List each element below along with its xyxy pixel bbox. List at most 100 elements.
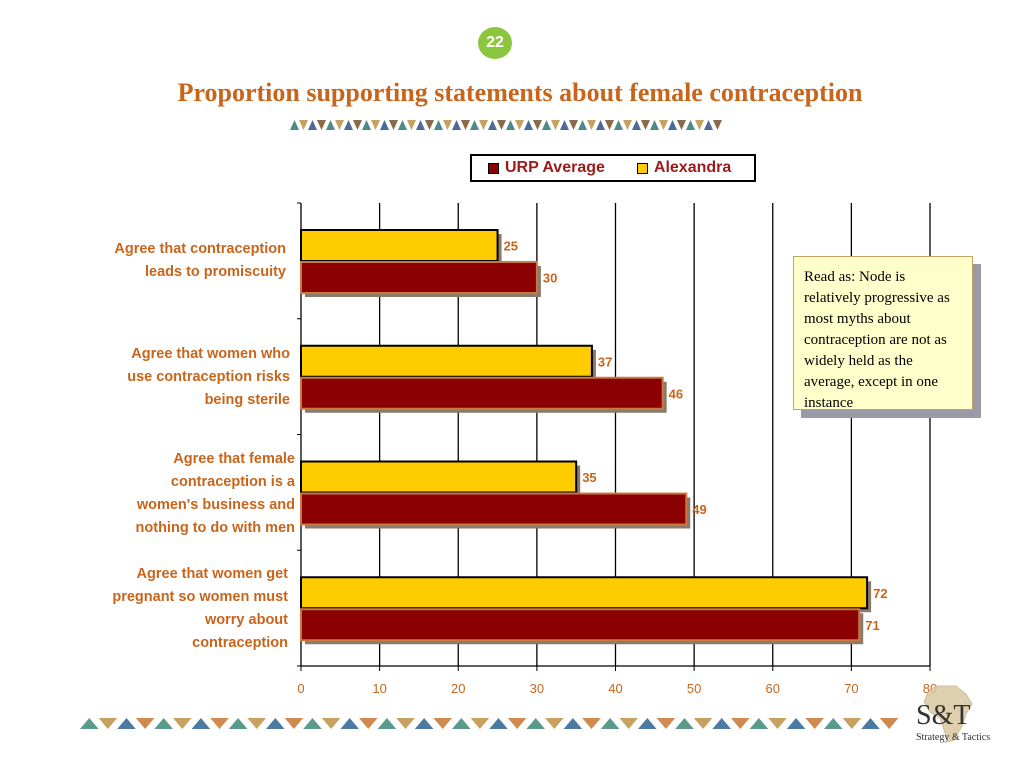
decor-triangle xyxy=(786,718,806,729)
decor-triangle xyxy=(515,120,524,130)
decor-triangle xyxy=(210,718,229,729)
decor-triangle xyxy=(414,718,434,729)
decor-triangle xyxy=(80,718,99,729)
decor-triangle xyxy=(632,120,641,130)
data-label-alexandra: 25 xyxy=(504,239,518,254)
decor-triangle xyxy=(266,718,285,729)
decor-triangle xyxy=(340,718,359,729)
decor-triangle xyxy=(656,718,676,729)
decor-triangle xyxy=(749,718,769,729)
data-label-urp: 46 xyxy=(669,386,683,401)
triangle-border-bottom xyxy=(80,718,899,729)
decor-triangle xyxy=(377,718,397,729)
decor-triangle xyxy=(117,718,136,729)
x-tick-label: 0 xyxy=(297,681,304,696)
decor-triangle xyxy=(605,120,614,130)
decor-triangle xyxy=(433,718,452,729)
legend-item-alexandra: Alexandra xyxy=(636,159,732,177)
decor-triangle xyxy=(497,120,506,130)
bar-urp xyxy=(300,608,861,642)
x-tick-label: 50 xyxy=(687,681,701,696)
decor-triangle xyxy=(284,718,304,729)
decor-triangle xyxy=(704,120,713,130)
decor-triangle xyxy=(569,120,578,130)
decor-triangle xyxy=(879,718,899,729)
decor-triangle xyxy=(596,120,605,130)
decor-triangle xyxy=(173,718,192,729)
decor-triangle xyxy=(98,718,118,729)
bar-urp xyxy=(300,492,688,526)
x-tick-label: 30 xyxy=(530,681,544,696)
bar-urp xyxy=(300,261,538,294)
decor-triangle xyxy=(452,718,471,729)
decor-triangle xyxy=(321,718,341,729)
decor-triangle xyxy=(191,718,211,729)
category-label-3: Agree that female contraception is a wom… xyxy=(135,451,295,536)
decor-triangle xyxy=(712,718,731,729)
decor-triangle xyxy=(641,120,650,130)
decor-triangle xyxy=(344,120,353,130)
page-number-badge: 22 xyxy=(478,27,512,59)
decor-triangle xyxy=(551,120,560,130)
decor-triangle xyxy=(407,120,416,130)
company-logo: S&T xyxy=(916,700,971,731)
decor-triangle xyxy=(489,718,508,729)
decor-triangle xyxy=(135,718,155,729)
decor-triangle xyxy=(619,718,638,729)
decor-triangle xyxy=(686,120,695,130)
legend-label-urp: URP Average xyxy=(505,159,605,176)
decor-triangle xyxy=(488,120,497,130)
decor-triangle xyxy=(524,120,533,130)
decor-triangle xyxy=(545,718,564,729)
decor-triangle xyxy=(389,120,398,130)
data-label-alexandra: 35 xyxy=(582,470,596,485)
x-tick-label: 60 xyxy=(766,681,780,696)
data-label-urp: 30 xyxy=(543,271,557,286)
decor-triangle xyxy=(638,718,657,729)
decor-triangle xyxy=(362,120,371,130)
bar-alexandra xyxy=(300,344,593,378)
decor-triangle xyxy=(353,120,362,130)
decor-triangle xyxy=(247,718,266,729)
x-tick-label: 10 xyxy=(372,681,386,696)
decor-triangle xyxy=(425,120,434,130)
triangle-border-top xyxy=(290,120,722,130)
decor-triangle xyxy=(600,718,620,729)
decor-triangle xyxy=(470,120,479,130)
decor-triangle xyxy=(506,120,515,130)
decor-triangle xyxy=(582,718,601,729)
decor-triangle xyxy=(398,120,407,130)
decor-triangle xyxy=(317,120,326,130)
decor-triangle xyxy=(824,718,843,729)
decor-triangle xyxy=(623,120,632,130)
decor-triangle xyxy=(861,718,880,729)
decor-triangle xyxy=(842,718,862,729)
decor-triangle xyxy=(290,120,299,130)
category-label-2: Agree that women who use contraception r… xyxy=(127,346,290,408)
africa-map-icon xyxy=(923,685,973,743)
legend-label-alexandra: Alexandra xyxy=(653,159,732,176)
decor-triangle xyxy=(416,120,425,130)
decor-triangle xyxy=(359,718,378,729)
decor-triangle xyxy=(650,120,659,130)
decor-triangle xyxy=(299,120,308,130)
decor-triangle xyxy=(614,120,623,130)
x-tick-label: 20 xyxy=(451,681,465,696)
decor-triangle xyxy=(693,718,713,729)
decor-triangle xyxy=(228,718,248,729)
company-logo-subtitle: Strategy & Tactics xyxy=(916,732,991,743)
x-tick-label: 70 xyxy=(844,681,858,696)
decor-triangle xyxy=(526,718,545,729)
decor-triangle xyxy=(542,120,551,130)
decor-triangle xyxy=(587,120,596,130)
decor-triangle xyxy=(695,120,704,130)
decor-triangle xyxy=(731,718,750,729)
decor-triangle xyxy=(326,120,335,130)
decor-triangle xyxy=(380,120,389,130)
decor-triangle xyxy=(677,120,686,130)
chart-legend: URP Average Alexandra xyxy=(470,154,756,182)
decor-triangle xyxy=(303,718,322,729)
decor-triangle xyxy=(443,120,452,130)
decor-triangle xyxy=(434,120,443,130)
